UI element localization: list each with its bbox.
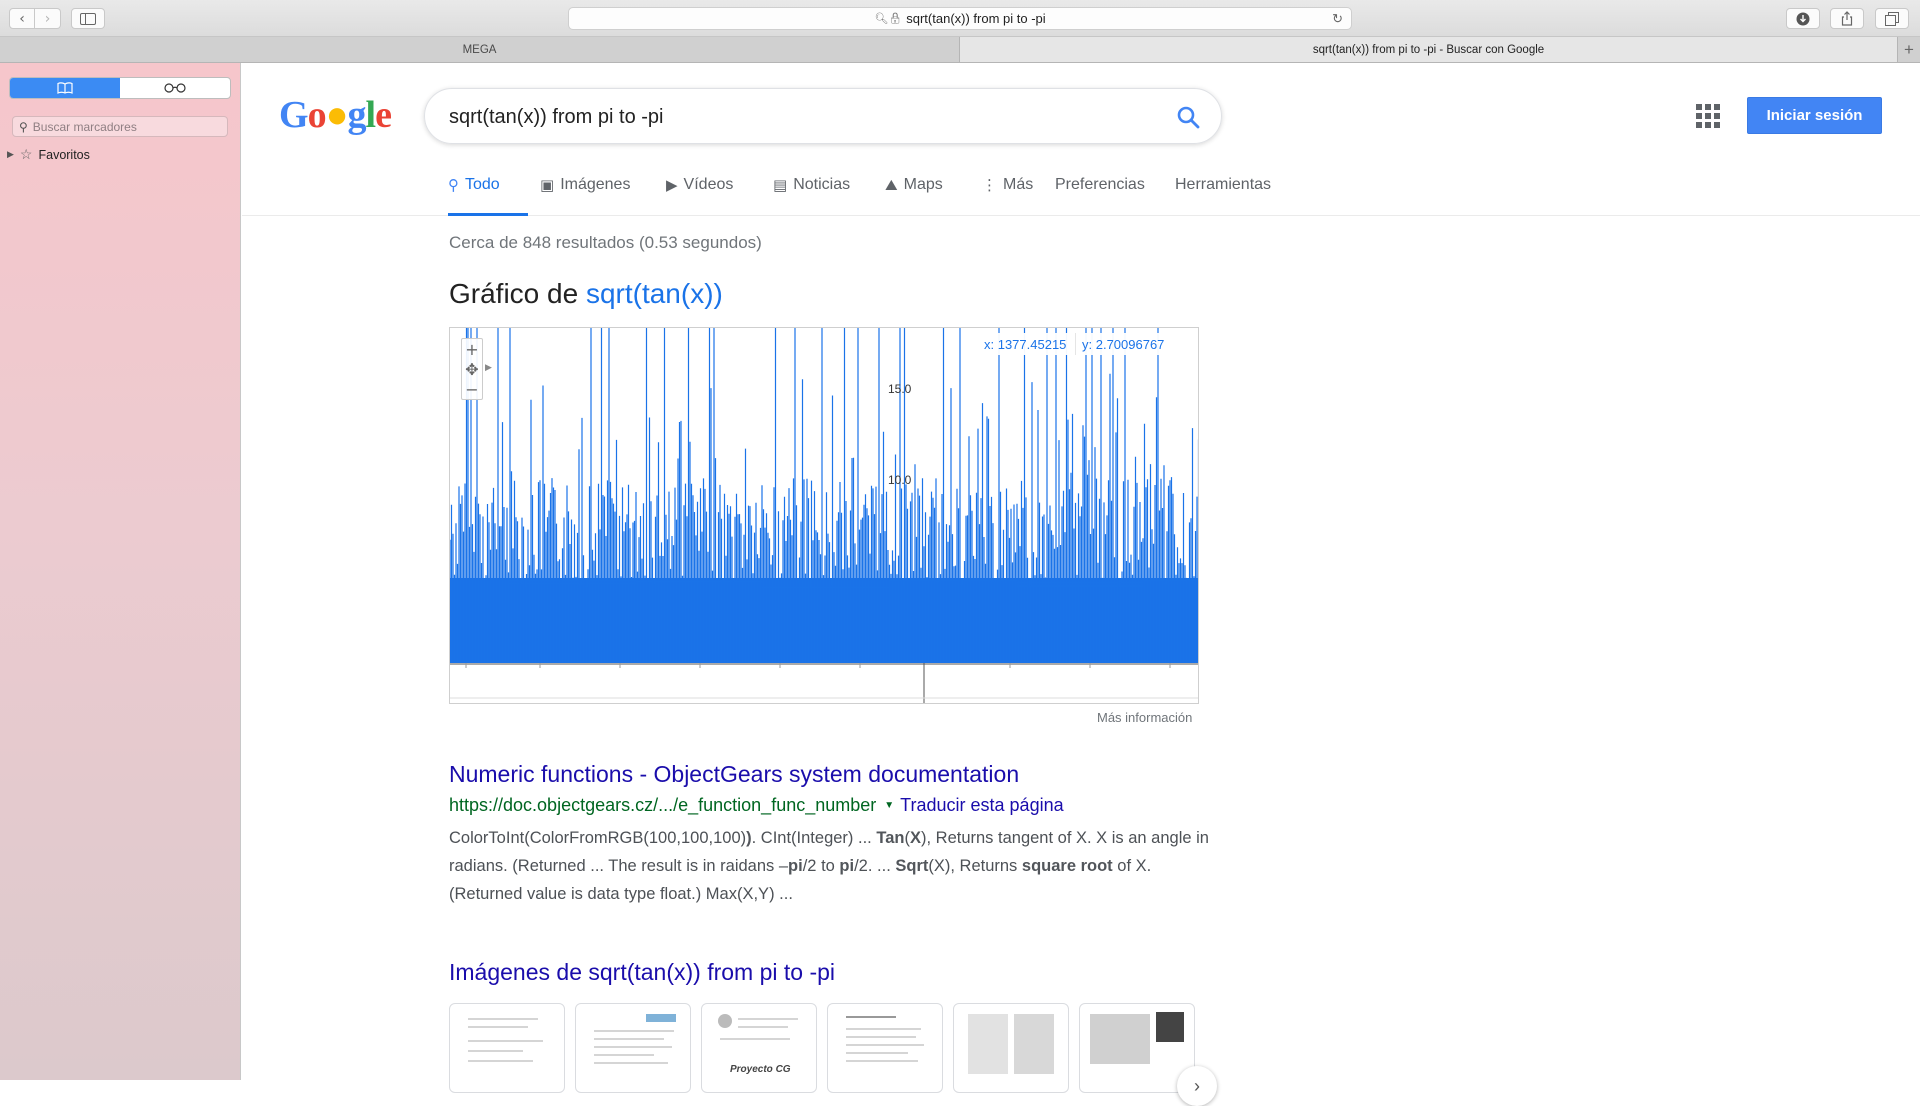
search-icon: ⚲ — [19, 119, 28, 134]
bookmark-search-input[interactable]: ⚲ Buscar marcadores — [12, 116, 228, 137]
translate-link[interactable]: Traducir esta página — [900, 795, 1064, 815]
pan-arrow-icon[interactable]: ▶ — [485, 362, 492, 372]
cursor-y-readout: y: 2.70096767 — [1075, 333, 1171, 355]
graph-title-function: sqrt(tan(x)) — [585, 278, 723, 309]
tab-label: Imágenes — [560, 176, 631, 193]
tab-label: Noticias — [793, 176, 851, 193]
image-thumbnails: Proyecto CG — [449, 1003, 1209, 1093]
favorites-label: Favoritos — [38, 147, 90, 162]
show-tabs-button[interactable] — [1875, 8, 1909, 29]
result-url-text[interactable]: https://doc.objectgears.cz/.../e_functio… — [449, 795, 877, 815]
tab-maps[interactable]: ⛰ Maps — [885, 176, 943, 216]
chevron-right-icon[interactable]: › — [1177, 1066, 1217, 1106]
sidebar-toggle-button[interactable] — [71, 8, 105, 29]
images-section-title[interactable]: Imágenes de sqrt(tan(x)) from pi to -pi — [449, 959, 836, 985]
y-tick-label: 15.0 — [888, 382, 912, 396]
search-box[interactable] — [424, 88, 1222, 144]
image-thumbnail[interactable] — [575, 1003, 691, 1093]
result-url: https://doc.objectgears.cz/.../e_functio… — [449, 795, 1064, 816]
graph-title-prefix: Gráfico de — [449, 278, 586, 309]
result-stats: Cerca de 848 resultados (0.53 segundos) — [449, 233, 762, 252]
tab-label: Todo — [465, 176, 500, 193]
function-graph[interactable]: 15.0 10.0 + ✥ − ▶ x: 1377.45215 y: 2.700… — [449, 327, 1199, 704]
new-tab-button[interactable]: + — [1897, 37, 1920, 62]
forward-button[interactable]: › — [35, 8, 61, 29]
download-icon — [1796, 12, 1810, 25]
video-icon: ▶ — [666, 176, 678, 194]
glasses-icon — [164, 83, 186, 93]
tab-news[interactable]: ▤ Noticias — [773, 176, 850, 216]
search-icon: ⚲ — [448, 176, 459, 194]
sign-in-button[interactable]: Iniciar sesión — [1747, 97, 1882, 134]
pan-icon[interactable]: ✥ — [465, 359, 479, 379]
bookmarks-sidebar: ⚲ Buscar marcadores ▶ ☆ Favoritos — [0, 63, 241, 1080]
cursor-x-readout: x: 1377.45215 — [978, 333, 1073, 355]
zoom-controls: + ✥ − — [461, 338, 483, 400]
tab-all[interactable]: ⚲ Todo — [448, 176, 528, 216]
book-icon — [57, 82, 73, 94]
news-icon: ▤ — [773, 176, 788, 194]
lock-icon: 🔍︎🔒︎ — [874, 13, 903, 25]
favorites-folder[interactable]: ▶ ☆ Favoritos — [7, 146, 90, 163]
address-bar[interactable]: 🔍︎🔒︎ sqrt(tan(x)) from pi to -pi ↻ — [568, 7, 1352, 30]
google-results-page: Go●gle Iniciar sesión ⚲ Todo ▣ Imágenes ▶ V… — [242, 63, 1920, 1106]
graph-title: Gráfico de sqrt(tan(x)) — [449, 278, 723, 310]
tab-strip: MEGA sqrt(tan(x)) from pi to -pi - Busca… — [0, 37, 1920, 63]
caret-down-icon[interactable]: ▼ — [884, 800, 895, 811]
share-icon — [1841, 11, 1853, 26]
tab-mega[interactable]: MEGA — [0, 37, 960, 62]
image-thumbnail[interactable] — [953, 1003, 1069, 1093]
browser-toolbar: ‹ › 🔍︎🔒︎ sqrt(tan(x)) from pi to -pi ↻ — [0, 0, 1920, 37]
image-thumbnail[interactable] — [1079, 1003, 1195, 1093]
more-info-link[interactable]: Más información — [1097, 710, 1193, 725]
tab-videos[interactable]: ▶ Vídeos — [666, 176, 733, 216]
graph-canvas[interactable] — [450, 328, 1199, 704]
reading-list-tab[interactable] — [120, 78, 230, 98]
nav-buttons: ‹ › — [9, 8, 61, 29]
zoom-out-button[interactable]: − — [465, 379, 479, 399]
bookmarks-tab[interactable] — [10, 78, 120, 98]
sidebar-segmented-control — [9, 77, 231, 99]
bookmark-search-placeholder: Buscar marcadores — [32, 119, 137, 134]
result-title-link[interactable]: Numeric functions - ObjectGears system d… — [449, 761, 1020, 787]
more-vert-icon: ⋮ — [982, 176, 997, 194]
image-thumbnail[interactable]: Proyecto CG — [701, 1003, 817, 1093]
downloads-button[interactable] — [1786, 8, 1820, 29]
tab-google-search[interactable]: sqrt(tan(x)) from pi to -pi - Buscar con… — [960, 37, 1897, 62]
reload-icon[interactable]: ↻ — [1332, 11, 1343, 26]
chevron-left-icon: ‹ — [19, 10, 25, 27]
image-thumbnail[interactable] — [827, 1003, 943, 1093]
y-tick-label: 10.0 — [888, 473, 912, 487]
share-button[interactable] — [1830, 8, 1864, 29]
search-button[interactable] — [1173, 102, 1203, 132]
result-snippet: ColorToInt(ColorFromRGB(100,100,100)). C… — [449, 829, 1209, 903]
tab-tools[interactable]: Herramientas — [1175, 176, 1272, 193]
image-thumbnail[interactable] — [449, 1003, 565, 1093]
star-icon: ☆ — [19, 146, 33, 162]
address-text: sqrt(tan(x)) from pi to -pi — [906, 11, 1046, 26]
google-doodle-logo[interactable]: Go●gle — [279, 94, 392, 136]
tab-label: Vídeos — [683, 176, 734, 193]
header-area — [242, 63, 1920, 216]
tab-images[interactable]: ▣ Imágenes — [540, 176, 630, 216]
search-input[interactable] — [449, 103, 1149, 131]
search-icon — [1177, 106, 1200, 129]
google-apps-icon[interactable] — [1696, 104, 1720, 128]
tabs-overview-icon — [1885, 11, 1899, 26]
disclosure-triangle-icon[interactable]: ▶ — [7, 149, 14, 159]
plot-line — [450, 328, 1198, 663]
tab-preferences[interactable]: Preferencias — [1055, 176, 1145, 193]
tab-label: Más — [1003, 176, 1034, 193]
chevron-right-icon: › — [44, 10, 51, 27]
sidebar-icon — [80, 12, 96, 25]
map-icon: ⛰ — [885, 176, 898, 194]
tab-label: Maps — [903, 176, 943, 193]
thumbnail-caption: Proyecto CG — [730, 1064, 791, 1075]
zoom-in-button[interactable]: + — [465, 339, 479, 359]
back-button[interactable]: ‹ — [9, 8, 35, 29]
tab-more[interactable]: ⋮ Más — [982, 176, 1033, 216]
image-icon: ▣ — [540, 176, 555, 194]
